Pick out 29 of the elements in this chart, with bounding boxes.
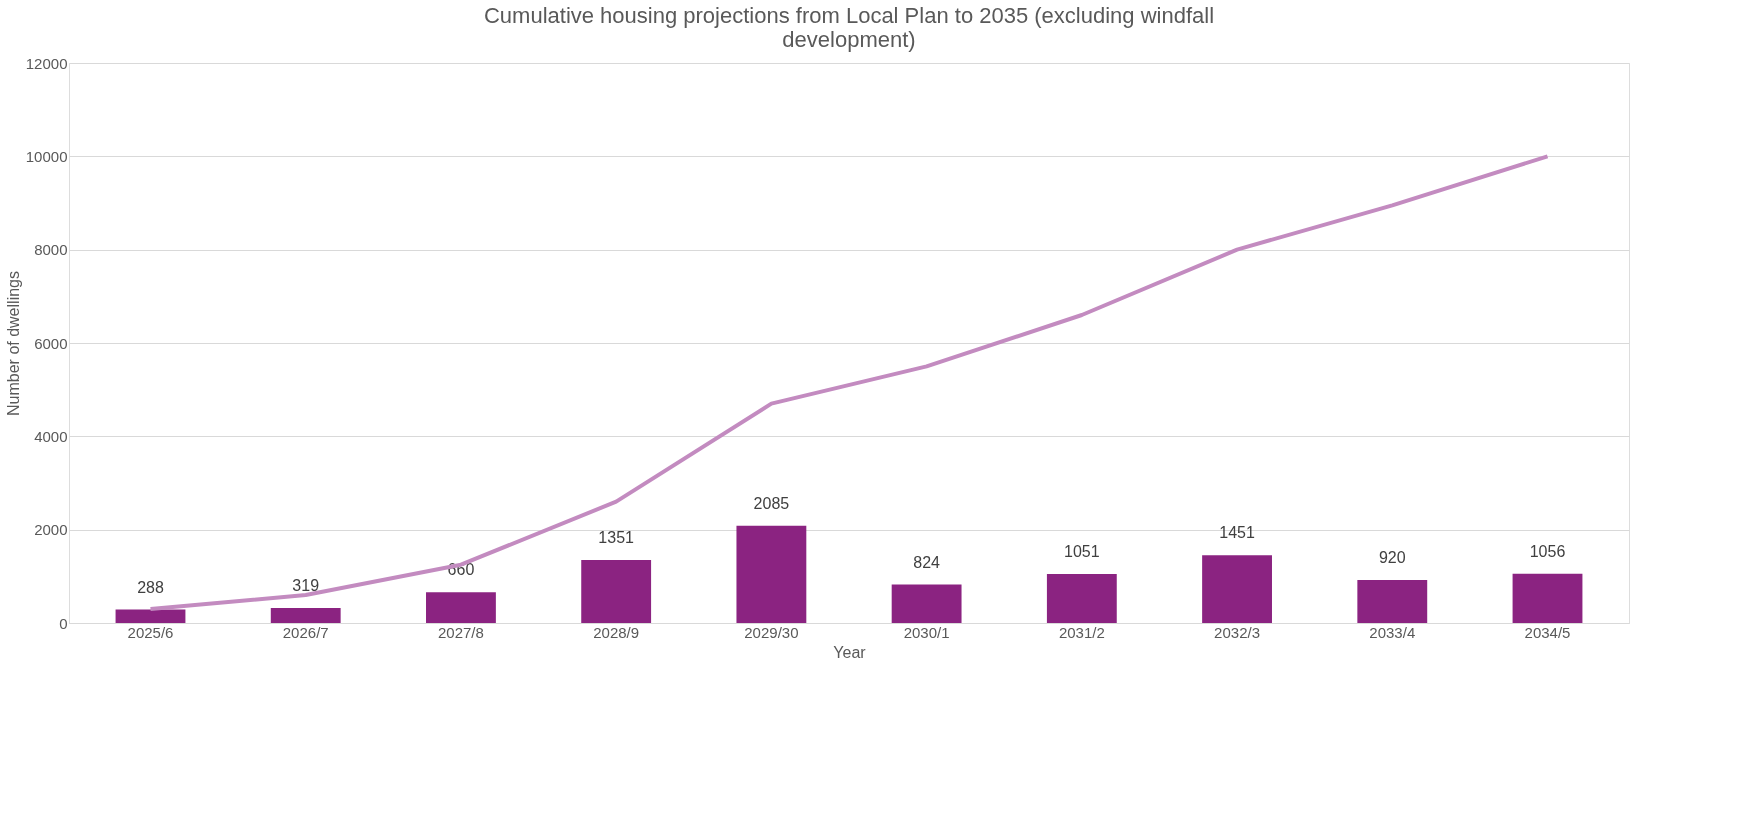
y-tick-label: 2000 — [34, 521, 68, 539]
data-label: 288 — [137, 578, 164, 596]
data-label: 1056 — [1529, 542, 1566, 560]
x-tick-label: 2033/4 — [1369, 623, 1416, 641]
y-tick-label: 4000 — [34, 427, 68, 445]
x-tick-label: 2032/3 — [1214, 623, 1261, 641]
x-tick-label: 2034/5 — [1524, 623, 1571, 641]
y-tick-label: 0 — [59, 614, 68, 632]
data-label: 1451 — [1219, 524, 1255, 542]
x-tick-label: 2031/2 — [1058, 623, 1105, 641]
data-label: 1351 — [598, 528, 635, 546]
x-tick-label: 2030/1 — [903, 623, 950, 641]
y-tick-label: 6000 — [34, 334, 68, 352]
data-label: 1051 — [1064, 542, 1100, 560]
y-tick-label: 10000 — [25, 147, 68, 165]
x-tick-label: 2029/30 — [744, 623, 799, 641]
x-tick-label: 2026/7 — [282, 623, 329, 641]
data-label: 2085 — [753, 494, 790, 512]
y-tick-label: 8000 — [34, 241, 68, 259]
chart-title: Cumulative housing projections from Local Plan to 2035 (excluding windfall development) — [483, 3, 1215, 52]
data-label: 920 — [1378, 549, 1406, 567]
y-tick-label: 12000 — [25, 54, 68, 72]
y-axis-title: Number of dwellings — [4, 271, 22, 416]
x-tick-label: 2025/6 — [127, 623, 174, 641]
x-axis-title: Year — [833, 643, 867, 661]
x-tick-label: 2027/8 — [437, 623, 484, 641]
data-label: 319 — [292, 577, 320, 595]
data-label: 824 — [913, 553, 941, 571]
x-tick-label: 2028/9 — [593, 623, 640, 641]
